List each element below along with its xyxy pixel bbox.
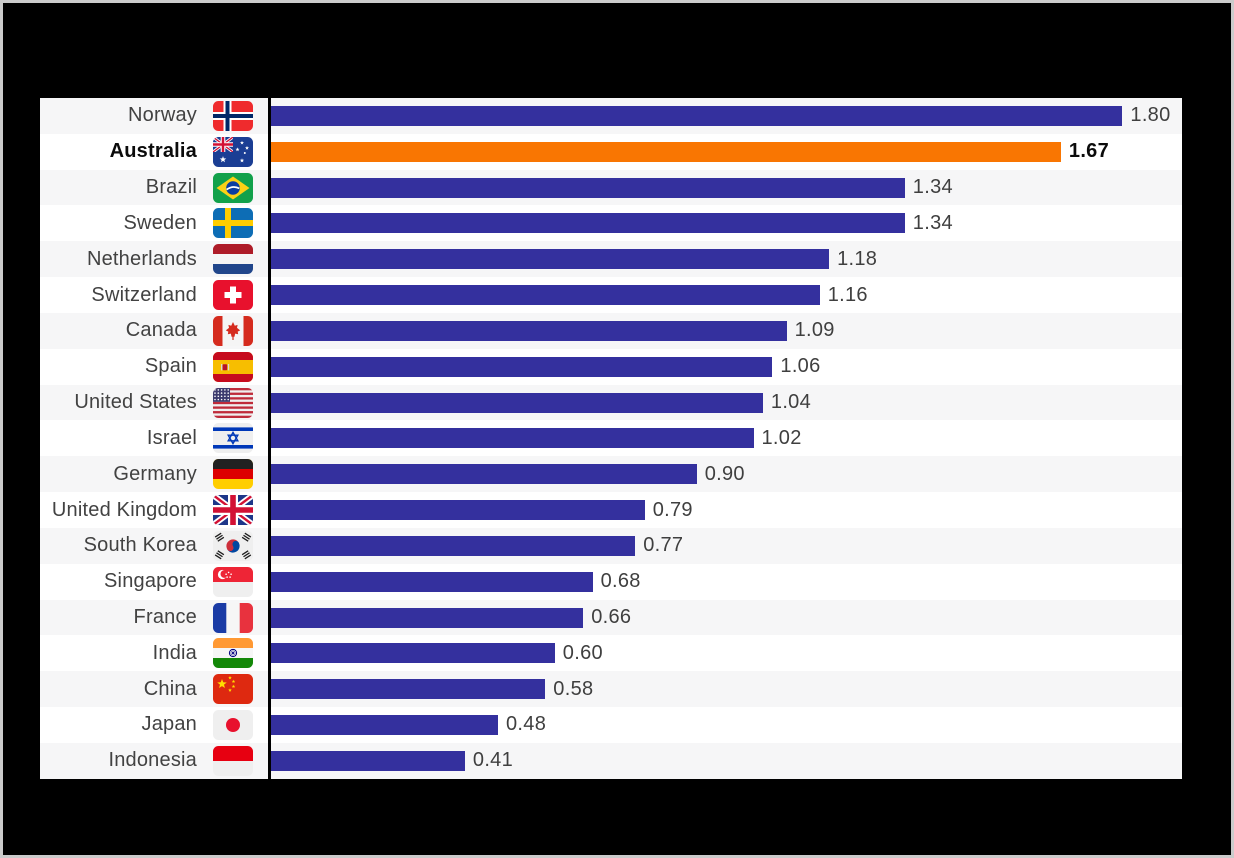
- germany-flag-icon: [213, 459, 253, 490]
- canada-flag-icon: [213, 315, 253, 346]
- netherlands-flag-icon: [213, 244, 253, 275]
- japan-flag-icon: [213, 710, 253, 741]
- country-label-germany: Germany: [113, 462, 197, 485]
- bar-germany: [271, 464, 697, 485]
- value-label-indonesia: 0.41: [472, 749, 514, 772]
- bar-brazil: [271, 177, 905, 198]
- china-flag-icon: [213, 674, 253, 705]
- bar-china: [271, 679, 546, 700]
- chart-row-united-kingdom: United Kingdom 0.79: [40, 492, 1182, 528]
- value-label-japan: 0.48: [506, 713, 547, 736]
- country-label-india: India: [152, 641, 197, 664]
- value-label-singapore: 0.68: [600, 570, 641, 593]
- indonesia-flag-icon: [213, 745, 253, 776]
- bar-japan: [271, 715, 498, 736]
- country-label-norway: Norway: [128, 104, 197, 127]
- spain-flag-icon: [213, 351, 253, 382]
- value-label-india: 0.60: [562, 641, 603, 664]
- chart-row-japan: Japan 0.48: [40, 707, 1182, 743]
- bar-canada: [271, 320, 787, 341]
- bar-norway: [271, 106, 1123, 126]
- chart-row-spain: Spain 1.06: [40, 348, 1182, 385]
- united-kingdom-flag-icon: [213, 495, 253, 526]
- country-label-japan: Japan: [141, 713, 197, 736]
- chart-row-brazil: Brazil 1.34: [40, 169, 1182, 206]
- chart-row-germany: Germany 0.90: [40, 456, 1182, 493]
- value-label-switzerland: 1.16: [827, 283, 868, 306]
- value-label-australia: 1.67: [1068, 140, 1110, 163]
- country-label-brazil: Brazil: [145, 176, 197, 199]
- australia-flag-icon: [213, 136, 253, 167]
- chart-row-sweden: Sweden 1.34: [40, 205, 1182, 242]
- chart-row-switzerland: Switzerland 1.16: [40, 277, 1182, 313]
- country-label-china: China: [143, 677, 197, 700]
- value-label-germany: 0.90: [704, 462, 745, 485]
- value-label-sweden: 1.34: [912, 211, 953, 234]
- country-label-switzerland: Switzerland: [91, 283, 197, 306]
- country-label-netherlands: Netherlands: [86, 247, 197, 270]
- bar-indonesia: [271, 750, 465, 771]
- value-label-israel: 1.02: [761, 426, 802, 449]
- chart-row-netherlands: Netherlands 1.18: [40, 241, 1182, 278]
- bar-netherlands: [271, 249, 830, 270]
- norway-flag-icon: [213, 101, 253, 131]
- chart-row-china: China 0.58: [40, 671, 1182, 708]
- bar-south-korea: [271, 535, 636, 556]
- country-label-australia: Australia: [109, 140, 197, 163]
- country-label-israel: Israel: [146, 426, 197, 449]
- chart-row-south-korea: South Korea 0.77: [40, 527, 1182, 564]
- value-label-brazil: 1.34: [912, 176, 953, 199]
- bar-israel: [271, 428, 754, 449]
- bar-spain: [271, 356, 773, 377]
- bar-sweden: [271, 213, 905, 234]
- united-states-flag-icon: [213, 387, 253, 418]
- country-label-united-kingdom: United Kingdom: [51, 498, 197, 521]
- chart-row-norway: Norway 1.80: [40, 98, 1182, 134]
- switzerland-flag-icon: [213, 280, 253, 311]
- value-label-netherlands: 1.18: [837, 247, 878, 270]
- value-label-spain: 1.06: [780, 355, 821, 378]
- chart-row-indonesia: Indonesia 0.41: [40, 742, 1182, 779]
- bar-united-states: [271, 392, 763, 413]
- bar-united-kingdom: [271, 500, 645, 521]
- south-korea-flag-icon: [213, 530, 253, 561]
- country-label-indonesia: Indonesia: [108, 749, 197, 772]
- value-label-united-kingdom: 0.79: [652, 498, 693, 521]
- sweden-flag-icon: [213, 208, 253, 239]
- country-label-united-states: United States: [74, 391, 197, 414]
- value-label-norway: 1.80: [1130, 104, 1171, 127]
- country-label-spain: Spain: [144, 355, 197, 378]
- chart-row-singapore: Singapore 0.68: [40, 563, 1182, 600]
- india-flag-icon: [213, 638, 253, 669]
- chart-row-canada: Canada 1.09: [40, 312, 1182, 349]
- country-label-singapore: Singapore: [104, 570, 197, 593]
- country-label-sweden: Sweden: [123, 211, 197, 234]
- chart-row-australia: Australia 1.67: [40, 133, 1182, 170]
- country-label-france: France: [133, 606, 197, 628]
- chart-row-israel: Israel 1.02: [40, 420, 1182, 457]
- bar-chart-panel: Norway 1.80 Australia 1.67 Brazil 1.34 Sweden 1…: [40, 98, 1182, 779]
- israel-flag-icon: [213, 423, 253, 454]
- chart-row-united-states: United States 1.04: [40, 384, 1182, 421]
- bar-singapore: [271, 571, 593, 592]
- brazil-flag-icon: [213, 172, 253, 203]
- value-label-china: 0.58: [553, 677, 594, 700]
- france-flag-icon: [213, 602, 253, 633]
- bar-australia: [271, 141, 1061, 162]
- value-label-united-states: 1.04: [770, 391, 812, 414]
- bar-france: [271, 607, 584, 628]
- chart-row-india: India 0.60: [40, 635, 1182, 672]
- value-label-canada: 1.09: [794, 319, 835, 342]
- chart-row-france: France 0.66: [40, 599, 1182, 636]
- value-label-france: 0.66: [591, 606, 632, 628]
- bar-switzerland: [271, 285, 820, 306]
- value-label-south-korea: 0.77: [643, 534, 684, 557]
- country-label-canada: Canada: [125, 319, 197, 342]
- country-label-south-korea: South Korea: [83, 534, 197, 557]
- singapore-flag-icon: [213, 566, 253, 597]
- baseline-axis: [268, 98, 271, 779]
- bar-india: [271, 643, 555, 664]
